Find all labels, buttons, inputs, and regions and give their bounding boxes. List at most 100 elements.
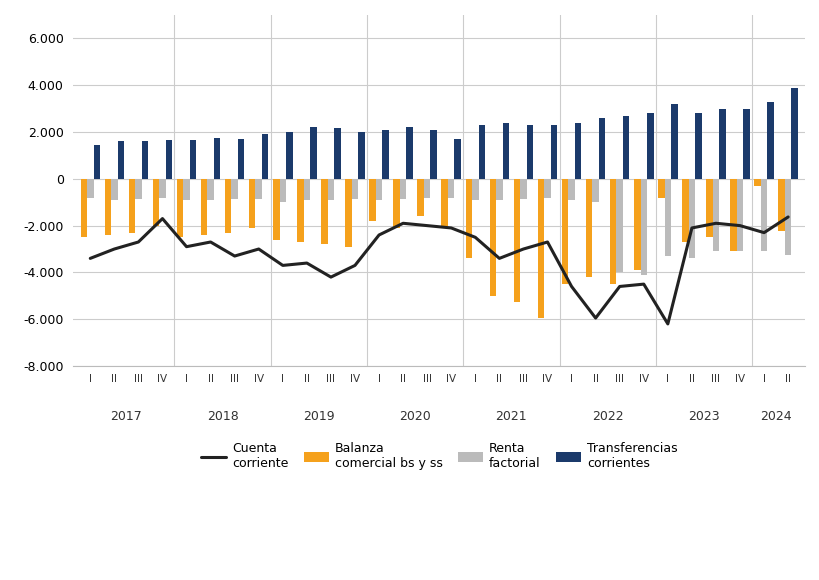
Cuenta
corriente [542, 238, 552, 245]
Bar [767, 102, 773, 179]
Legend: Cuenta
corriente, Balanza
comercial bs y ss, Renta
factorial, Transferencias
cor: Cuenta corriente, Balanza comercial bs y… [201, 443, 676, 470]
Bar [382, 130, 388, 179]
Bar [447, 179, 454, 198]
Bar [777, 179, 784, 231]
Bar [568, 179, 574, 200]
Bar [495, 179, 502, 200]
Bar [790, 88, 797, 179]
Cuenta
corriente [254, 245, 264, 252]
Bar [256, 179, 261, 199]
Bar [609, 179, 616, 284]
Bar [87, 179, 93, 198]
Bar [622, 115, 629, 179]
Bar [712, 179, 718, 251]
Bar [784, 179, 790, 255]
Bar [152, 179, 159, 226]
Bar [454, 139, 460, 179]
Bar [345, 179, 351, 246]
Bar [286, 132, 292, 179]
Bar [207, 179, 214, 200]
Cuenta
corriente [638, 281, 648, 288]
Bar [465, 179, 472, 258]
Bar [177, 179, 183, 237]
Cuenta
corriente [85, 255, 95, 262]
Bar [585, 179, 591, 277]
Bar [760, 179, 767, 251]
Bar [358, 132, 364, 179]
Bar [261, 135, 268, 179]
Cuenta
corriente [206, 238, 215, 245]
Bar [616, 179, 622, 273]
Bar [111, 179, 117, 200]
Bar [502, 122, 509, 179]
Bar [633, 179, 640, 270]
Bar [165, 140, 172, 179]
Text: 2022: 2022 [591, 411, 622, 423]
Cuenta
corriente [782, 213, 792, 220]
Cuenta
corriente [301, 260, 311, 267]
Cuenta
corriente [566, 283, 576, 290]
Bar [550, 125, 557, 179]
Bar [489, 179, 495, 296]
Bar [406, 128, 412, 179]
Bar [472, 179, 478, 200]
Cuenta
corriente [710, 220, 720, 227]
Bar [663, 179, 670, 256]
Bar [105, 179, 111, 235]
Text: 2024: 2024 [759, 411, 791, 423]
Bar [753, 179, 760, 186]
Bar [478, 125, 485, 179]
Bar [249, 179, 256, 228]
Bar [303, 179, 310, 200]
Bar [730, 179, 736, 251]
Bar [561, 179, 568, 284]
Cuenta
corriente [758, 229, 768, 236]
Bar [400, 179, 406, 199]
Bar [574, 122, 581, 179]
Text: 2021: 2021 [495, 411, 527, 423]
Bar [688, 179, 695, 258]
Bar [658, 179, 663, 198]
Bar [129, 179, 135, 233]
Bar [189, 140, 196, 179]
Bar [718, 108, 725, 179]
Bar [214, 138, 220, 179]
Cuenta
corriente [446, 224, 455, 231]
Cuenta
corriente [662, 320, 672, 327]
Cuenta
corriente [422, 222, 432, 229]
Cuenta
corriente [350, 262, 360, 269]
Bar [519, 179, 526, 199]
Cuenta
corriente [278, 262, 287, 269]
Cuenta
corriente [590, 314, 600, 321]
Bar [351, 179, 358, 199]
Bar [93, 145, 100, 179]
Bar [430, 130, 437, 179]
Bar [736, 179, 742, 251]
Cuenta
corriente [133, 238, 143, 245]
Bar [598, 118, 604, 179]
Bar [681, 179, 688, 242]
Cuenta
corriente [181, 243, 191, 250]
Bar [334, 129, 340, 179]
Bar [646, 113, 653, 179]
Text: 2023: 2023 [687, 411, 719, 423]
Bar [369, 179, 375, 221]
Bar [238, 139, 244, 179]
Cuenta
corriente [470, 234, 480, 241]
Text: 2017: 2017 [111, 411, 142, 423]
Cuenta
corriente [686, 224, 696, 231]
Bar [310, 128, 316, 179]
Cuenta
corriente [398, 220, 408, 227]
Cuenta
corriente [373, 231, 383, 238]
Text: 2018: 2018 [206, 411, 238, 423]
Bar [441, 179, 447, 226]
Bar [201, 179, 207, 235]
Text: 2020: 2020 [399, 411, 431, 423]
Bar [159, 179, 165, 198]
Bar [279, 179, 286, 202]
Bar [135, 179, 142, 199]
Bar [423, 179, 430, 198]
Bar [695, 113, 701, 179]
Bar [142, 142, 148, 179]
Cuenta
corriente [326, 274, 336, 281]
